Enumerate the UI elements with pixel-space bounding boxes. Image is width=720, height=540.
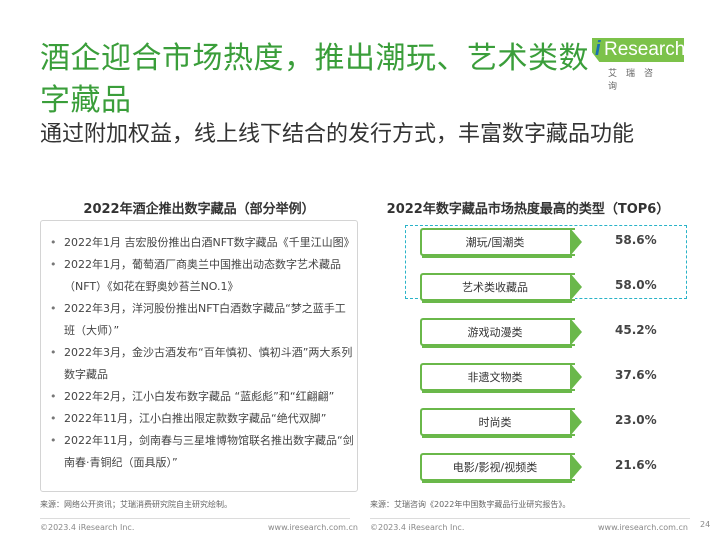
iresearch-logo: i Research 艾瑞咨询 — [592, 38, 686, 92]
left-source-note: 来源：网络公开资讯；艾瑞消费研究院自主研究绘制。 — [40, 500, 232, 509]
logo-wordmark: Research — [604, 39, 686, 60]
footer-divider-right — [370, 518, 690, 519]
bar-category-label: 潮玩/国潮类 — [465, 236, 525, 249]
bar — [420, 318, 575, 346]
bar-value-label: 37.6% — [615, 368, 657, 382]
bar-category-label: 游戏动漫类 — [467, 326, 523, 339]
bar — [420, 408, 575, 436]
bar — [420, 228, 575, 256]
bar-category-label: 时尚类 — [478, 416, 512, 429]
brand-nft-list: 2022年1月 吉宏股份推出白酒NFT数字藏品《千里江山图》 2022年1月，葡… — [50, 232, 355, 474]
bar-row: 艺术类收藏品 58.0% — [420, 273, 682, 303]
bar-value-label: 21.6% — [615, 458, 657, 472]
list-item: 2022年3月，洋河股份推出NFT白酒数字藏品“梦之蓝手工班（大师）” — [50, 298, 354, 342]
logo-i-letter: i — [595, 38, 601, 60]
bar-row: 游戏动漫类 45.2% — [420, 318, 682, 348]
bar-row: 电影/影视/视频类 21.6% — [420, 453, 682, 483]
bar — [420, 273, 575, 301]
right-source-note: 来源：艾瑞咨询《2022年中国数字藏品行业研究报告》。 — [370, 500, 571, 509]
left-panel-frame — [40, 220, 358, 492]
list-item: 2022年2月，江小白发布数字藏品 “蓝彪彪”和“红翩翩” — [50, 386, 354, 408]
list-item: 2022年11月，江小白推出限定款数字藏品“绝代双脚” — [50, 408, 354, 430]
bar-row: 潮玩/国潮类 58.6% — [420, 228, 682, 258]
list-item: 2022年1月 吉宏股份推出白酒NFT数字藏品《千里江山图》 — [50, 232, 355, 254]
bar-category-label: 艺术类收藏品 — [462, 281, 528, 294]
bar — [420, 363, 575, 391]
page-title: 酒企迎合市场热度，推出潮玩、艺术类数字藏品 — [40, 41, 589, 118]
bar-arrow — [570, 453, 582, 481]
logo-background — [592, 38, 684, 62]
bar-arrow — [570, 228, 582, 256]
bar-row: 时尚类 23.0% — [420, 408, 682, 438]
bar-category-label: 电影/影视/视频类 — [452, 461, 538, 474]
bar-arrow — [570, 318, 582, 346]
footer-url-right: www.iresearch.com.cn — [598, 523, 688, 532]
bar-value-label: 58.0% — [615, 278, 657, 292]
logo-chinese-name: 艾瑞咨询 — [608, 69, 663, 92]
bar-arrow — [570, 408, 582, 436]
bar-category-label: 非遗文物类 — [467, 371, 523, 384]
list-item: 2022年3月，金沙古酒发布“百年慎初、慎初斗酒”两大系列数字藏品 — [50, 342, 354, 386]
bar-value-label: 23.0% — [615, 413, 657, 427]
bar-value-label: 58.6% — [615, 233, 657, 247]
left-panel-heading: 2022年酒企推出数字藏品（部分举例） — [83, 202, 315, 217]
page-number: 24 — [700, 520, 711, 529]
bar-arrow — [570, 363, 582, 391]
footer-divider-left — [40, 518, 350, 519]
bar — [420, 453, 575, 481]
list-item: 2022年1月，葡萄酒厂商奥兰中国推出动态数字艺术藏品（NFT）《如花在野奥妙苔… — [50, 254, 354, 298]
footer-copyright-right: ©2023.4 iResearch Inc. — [370, 523, 465, 532]
bar-arrow — [570, 273, 582, 301]
bar-row: 非遗文物类 37.6% — [420, 363, 682, 393]
footer-url-left: www.iresearch.com.cn — [268, 523, 358, 532]
page-subtitle: 通过附加权益，线上线下结合的发行方式，丰富数字藏品功能 — [40, 122, 635, 147]
right-panel-heading: 2022年数字藏品市场热度最高的类型（TOP6） — [386, 202, 670, 217]
footer-copyright-left: ©2023.4 iResearch Inc. — [40, 523, 135, 532]
list-item: 2022年11月，剑南春与三星堆博物馆联名推出数字藏品“剑南春·青铜纪（面具版）… — [50, 430, 354, 474]
bar-value-label: 45.2% — [615, 323, 657, 337]
